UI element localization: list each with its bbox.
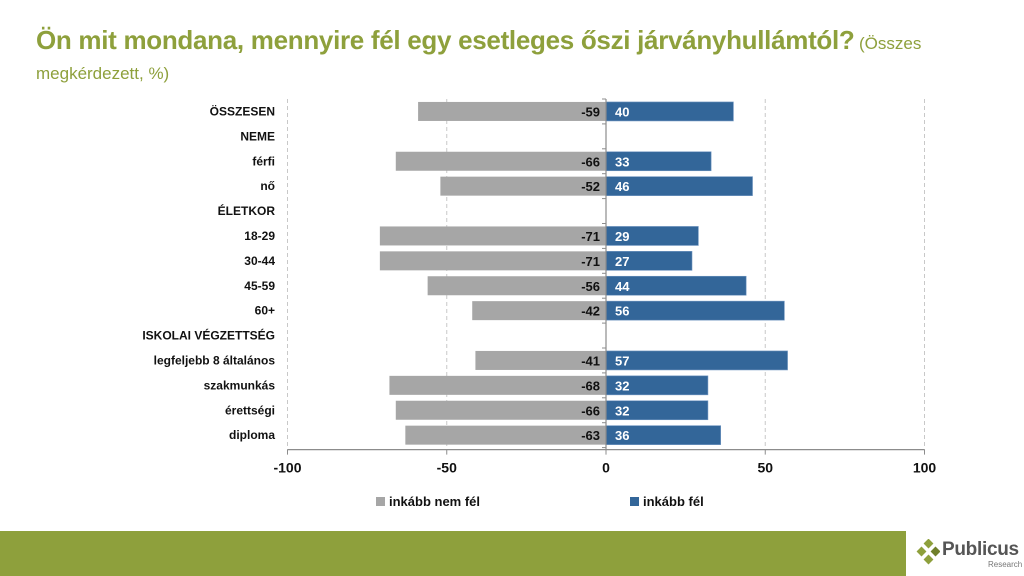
data-label-positive: 57 xyxy=(615,353,629,368)
category-label: NEME xyxy=(240,129,275,143)
bar-inkabb-nem-fel xyxy=(472,301,606,321)
x-tick-label: -50 xyxy=(437,460,457,476)
bar-inkabb-fel xyxy=(605,350,788,371)
data-label-positive: 56 xyxy=(615,304,629,319)
chart-title: Ön mit mondana, mennyire fél egy esetleg… xyxy=(36,26,996,89)
category-label: ÉLETKOR xyxy=(218,203,276,218)
data-label-negative: -71 xyxy=(581,254,600,269)
data-label-negative: -59 xyxy=(581,104,600,119)
data-label-positive: 32 xyxy=(615,378,629,393)
bar-inkabb-nem-fel xyxy=(418,101,606,121)
category-label: férfi xyxy=(252,154,275,168)
category-label: legfeljebb 8 általános xyxy=(154,353,276,367)
data-label-positive: 40 xyxy=(615,104,629,119)
x-tick-label: -100 xyxy=(273,460,301,476)
category-label: 60+ xyxy=(255,304,275,318)
data-label-negative: -63 xyxy=(581,428,600,443)
logo-brand-sub: Research xyxy=(988,560,1023,569)
diverging-bar-chart: ÖSSZESEN -59 40 NEME férfi -66 33 nő -52 46 ÉLETKO… xyxy=(142,98,937,509)
data-label-negative: -71 xyxy=(581,229,600,244)
category-label: ISKOLAI VÉGZETTSÉG xyxy=(142,328,275,343)
category-label: 18-29 xyxy=(244,229,275,243)
data-label-negative: -52 xyxy=(581,179,600,194)
legend-label: inkább fél xyxy=(643,494,704,509)
bar-inkabb-nem-fel xyxy=(395,400,606,420)
category-label: 30-44 xyxy=(244,254,275,268)
bar-inkabb-nem-fel xyxy=(405,425,606,445)
title-subtitle: (Összes megkérdezett, %) xyxy=(36,34,922,83)
data-label-negative: -68 xyxy=(581,378,600,393)
footer-bar xyxy=(0,531,906,576)
data-label-negative: -42 xyxy=(581,304,600,319)
category-label: diploma xyxy=(229,428,275,442)
bar-inkabb-nem-fel xyxy=(440,176,606,196)
data-label-positive: 36 xyxy=(615,428,629,443)
category-label: szakmunkás xyxy=(204,378,276,392)
logo-brand: Publicus xyxy=(942,539,1019,560)
logo-diamonds-icon xyxy=(916,539,940,565)
data-label-negative: -66 xyxy=(581,154,600,169)
title-main: Ön mit mondana, mennyire fél egy esetleg… xyxy=(36,25,855,55)
category-label: nő xyxy=(260,179,275,193)
publicus-logo: Publicus Research xyxy=(916,537,1024,573)
bar-inkabb-nem-fel xyxy=(379,226,606,246)
bar-inkabb-nem-fel xyxy=(389,375,606,395)
x-tick-label: 0 xyxy=(602,460,610,476)
bar-inkabb-nem-fel xyxy=(379,251,606,271)
data-label-positive: 44 xyxy=(615,279,630,294)
data-label-positive: 46 xyxy=(615,179,629,194)
legend-label: inkább nem fél xyxy=(389,494,480,509)
data-label-positive: 32 xyxy=(615,403,629,418)
legend-swatch xyxy=(630,497,639,506)
bar-inkabb-fel xyxy=(605,300,785,321)
data-label-negative: -41 xyxy=(581,353,600,368)
data-label-positive: 29 xyxy=(615,229,629,244)
legend-swatch xyxy=(376,497,385,506)
category-label: ÖSSZESEN xyxy=(210,103,275,118)
category-label: 45-59 xyxy=(244,279,275,293)
x-tick-label: 100 xyxy=(913,460,937,476)
data-label-negative: -56 xyxy=(581,279,600,294)
data-label-positive: 33 xyxy=(615,154,629,169)
x-tick-label: 50 xyxy=(757,460,773,476)
bar-inkabb-nem-fel xyxy=(395,151,606,171)
bar-inkabb-nem-fel xyxy=(475,350,606,370)
data-label-negative: -66 xyxy=(581,403,600,418)
category-label: érettségi xyxy=(225,403,275,417)
bar-inkabb-nem-fel xyxy=(427,276,606,296)
data-label-positive: 27 xyxy=(615,254,629,269)
